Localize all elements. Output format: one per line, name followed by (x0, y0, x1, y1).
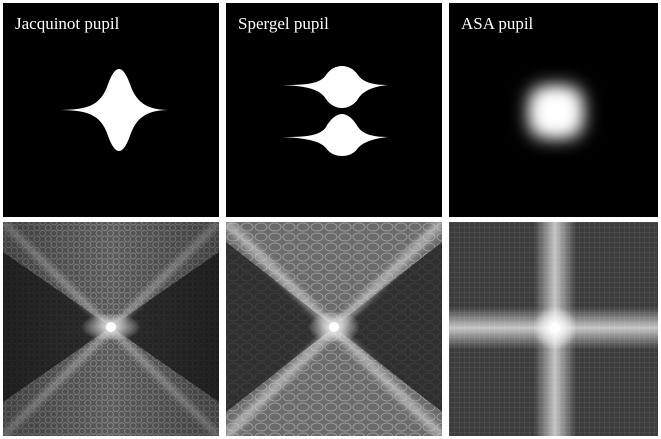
asa-psf-image (449, 222, 658, 436)
jacquinot-pupil-panel: Jacquinot pupil (3, 3, 219, 217)
panel-title: ASA pupil (461, 15, 533, 32)
spergel-psf-image (226, 222, 442, 436)
spergel-psf-panel (226, 222, 442, 436)
asa-psf-panel (449, 222, 658, 436)
asa-pupil-panel: ASA pupil (449, 3, 658, 217)
jacquinot-pupil-image (3, 3, 219, 217)
panel-title: Jacquinot pupil (15, 15, 119, 32)
asa-pupil-image (449, 3, 658, 217)
jacquinot-psf-image (3, 222, 219, 436)
spergel-pupil-panel: Spergel pupil (226, 3, 442, 217)
spergel-pupil-image (226, 3, 442, 217)
jacquinot-psf-panel (3, 222, 219, 436)
panel-title: Spergel pupil (238, 15, 329, 32)
